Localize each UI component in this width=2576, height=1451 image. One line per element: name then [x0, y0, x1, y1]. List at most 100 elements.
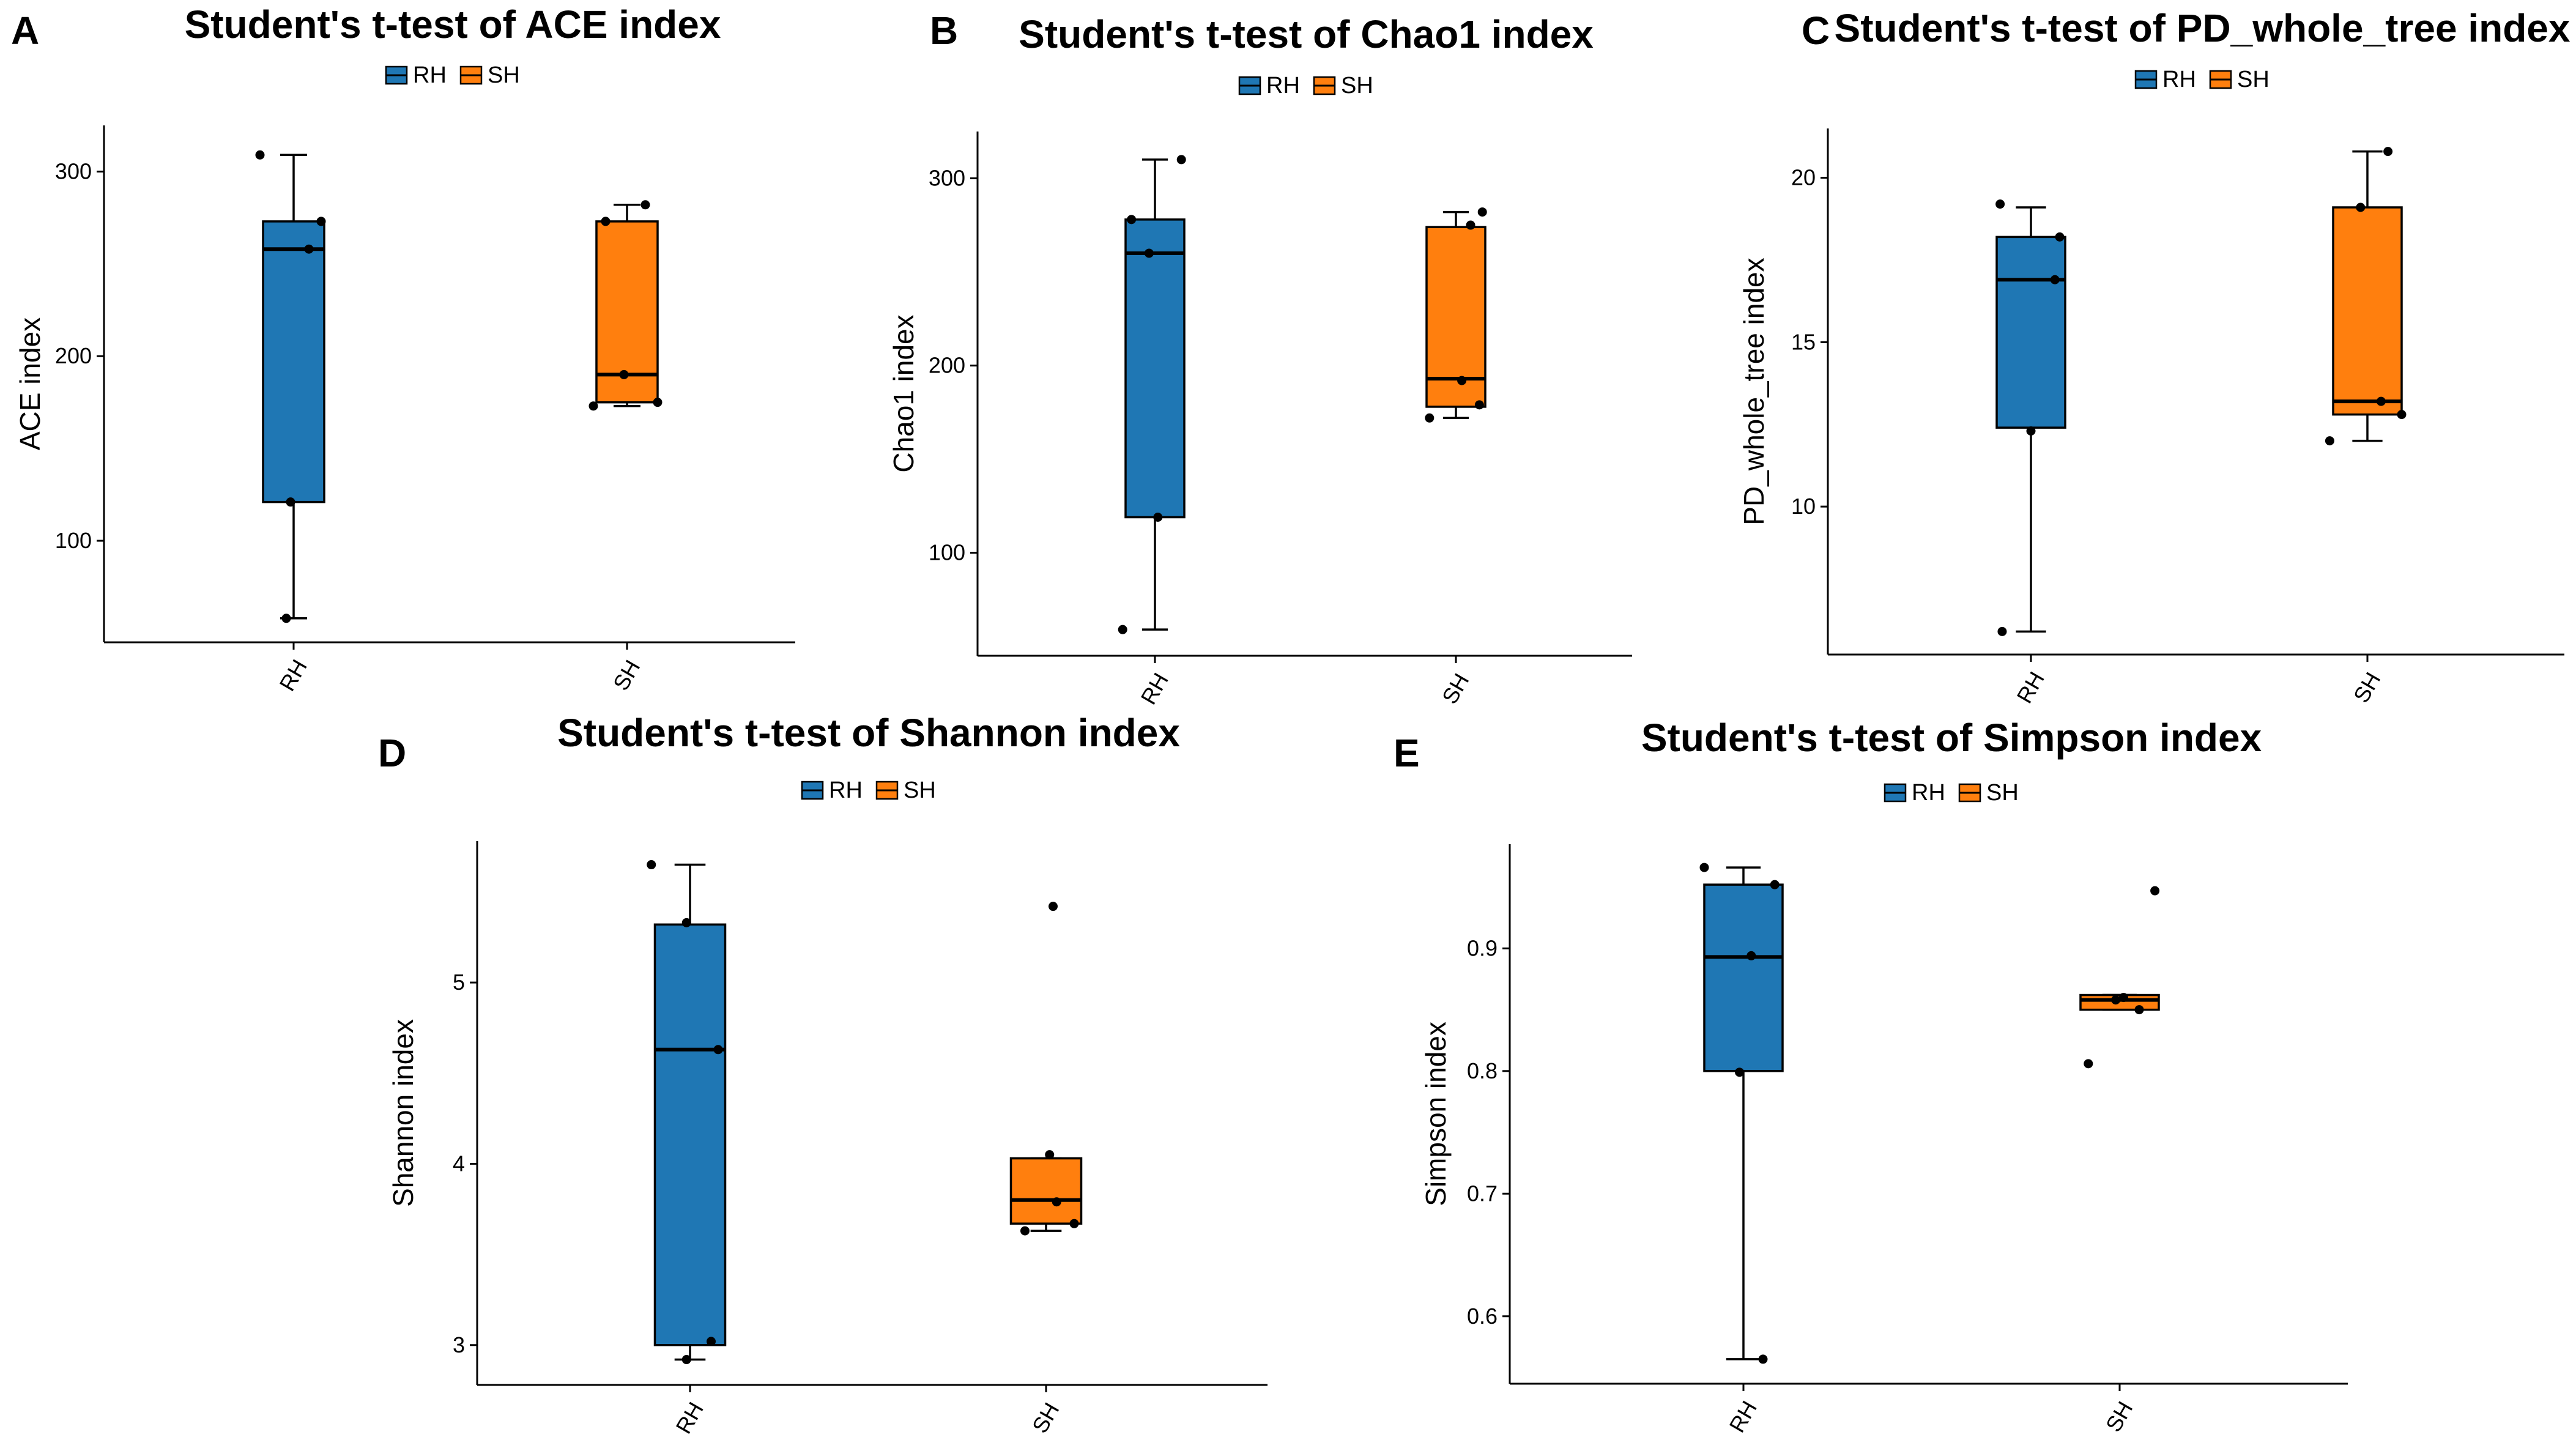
x-tick-label-rh: RH	[2011, 667, 2049, 708]
legend-label-rh: RH	[2162, 67, 2196, 92]
data-point	[2055, 232, 2065, 242]
y-tick-label: 100	[929, 540, 965, 565]
data-point	[304, 244, 314, 254]
box-body	[1124, 218, 1186, 519]
chart-panel-e: E Student's t-test of Simpson index RH SH 0.…	[1394, 716, 2348, 1437]
data-point	[1176, 155, 1186, 165]
y-tick-label: 20	[1791, 165, 1816, 190]
legend-label-sh: SH	[1986, 780, 2019, 806]
legend-label-rh: RH	[829, 777, 863, 803]
box-body	[1995, 236, 2066, 429]
data-point	[2383, 147, 2393, 157]
box-body	[262, 220, 325, 503]
box-sh	[1425, 210, 1487, 420]
chart-title: Student's t-test of PD_whole_tree index	[1835, 6, 2570, 50]
legend-label-sh: SH	[904, 777, 936, 803]
box-body	[653, 923, 727, 1346]
legend: RH SH	[1238, 73, 1373, 98]
data-point	[1477, 207, 1487, 217]
panel-letter: C	[1802, 9, 1830, 53]
y-tick-label: 100	[55, 528, 92, 553]
panel-letter: E	[1394, 731, 1420, 775]
box-rh	[1995, 206, 2066, 633]
y-tick-label: 0.9	[1467, 935, 1498, 960]
data-point	[2118, 993, 2128, 1003]
box-sh	[2332, 150, 2403, 442]
data-point	[1020, 1226, 1030, 1236]
chart-panel-d: D Student's t-test of Shannon index RH SH 3 4…	[378, 711, 1268, 1438]
data-point	[1735, 1067, 1745, 1077]
box-body	[1703, 883, 1784, 1072]
data-point	[1118, 625, 1127, 634]
y-tick-label: 4	[453, 1151, 465, 1176]
x-tick-label-sh: SH	[608, 656, 645, 695]
panel-letter: D	[378, 731, 406, 775]
chart-title: Student's t-test of Shannon index	[557, 711, 1180, 755]
data-point	[1758, 1354, 1768, 1364]
legend-label-sh: SH	[488, 62, 520, 88]
data-point	[286, 497, 295, 507]
data-point	[1457, 376, 1467, 385]
data-point	[713, 1045, 723, 1055]
x-tick-label-rh: RH	[1135, 669, 1173, 709]
data-point	[588, 401, 598, 411]
y-tick-label: 0.6	[1467, 1304, 1498, 1329]
data-point	[2150, 886, 2160, 896]
y-tick-label: 300	[929, 166, 965, 191]
data-point	[601, 217, 611, 226]
x-tick-label-sh: SH	[1027, 1398, 1064, 1438]
y-axis-label: Chao1 index	[888, 314, 919, 472]
chart-panel-a: A Student's t-test of ACE index RH SH 100 200…	[11, 2, 795, 696]
chart-title: Student's t-test of Simpson index	[1641, 716, 2262, 760]
y-tick-label: 3	[453, 1332, 465, 1357]
data-point	[1153, 513, 1163, 522]
legend: RH SH	[1884, 780, 2019, 806]
data-point	[1699, 863, 1709, 872]
data-point	[1474, 400, 1484, 410]
box-rh	[653, 863, 727, 1361]
y-tick-label: 0.7	[1467, 1181, 1498, 1206]
x-tick-label-rh: RH	[1724, 1397, 1762, 1437]
data-point	[653, 398, 663, 407]
panel-letter: B	[930, 9, 958, 53]
y-tick-label: 200	[929, 353, 965, 378]
y-tick-label: 200	[55, 343, 92, 368]
data-point	[2325, 436, 2334, 446]
box-body	[1009, 1157, 1083, 1225]
box-body	[2332, 206, 2403, 416]
data-point	[681, 1355, 691, 1365]
data-point	[255, 150, 265, 160]
legend: RH SH	[385, 62, 520, 88]
data-point	[2084, 1059, 2093, 1069]
y-tick-label: 15	[1791, 329, 1816, 354]
box-rh	[262, 154, 325, 620]
x-tick-label-rh: RH	[670, 1398, 708, 1438]
data-point	[1045, 1150, 1055, 1160]
box-body	[1425, 226, 1487, 408]
data-point	[1144, 248, 1154, 258]
y-tick-label: 300	[55, 158, 92, 184]
y-tick-label: 10	[1791, 494, 1816, 519]
box-rh	[1703, 866, 1784, 1360]
data-point	[2356, 202, 2366, 212]
data-point	[1997, 626, 2007, 636]
data-point	[281, 614, 291, 623]
data-point	[1049, 902, 1058, 911]
x-tick-label-rh: RH	[274, 655, 312, 696]
data-point	[2026, 426, 2036, 436]
y-axis-label: PD_whole_tree index	[1738, 258, 1770, 525]
chart-panel-c: C Student's t-test of PD_whole_tree index…	[1738, 6, 2570, 708]
data-point	[681, 918, 691, 927]
data-point	[1425, 413, 1435, 423]
data-point	[640, 200, 650, 210]
data-point	[2376, 396, 2386, 406]
data-point	[2050, 275, 2060, 284]
data-point	[707, 1337, 716, 1346]
data-point	[1770, 880, 1780, 889]
y-tick-label: 5	[453, 970, 465, 995]
y-axis-label: Simpson index	[1420, 1022, 1452, 1206]
x-tick-label-sh: SH	[2101, 1397, 2138, 1436]
data-point	[1746, 951, 1756, 960]
